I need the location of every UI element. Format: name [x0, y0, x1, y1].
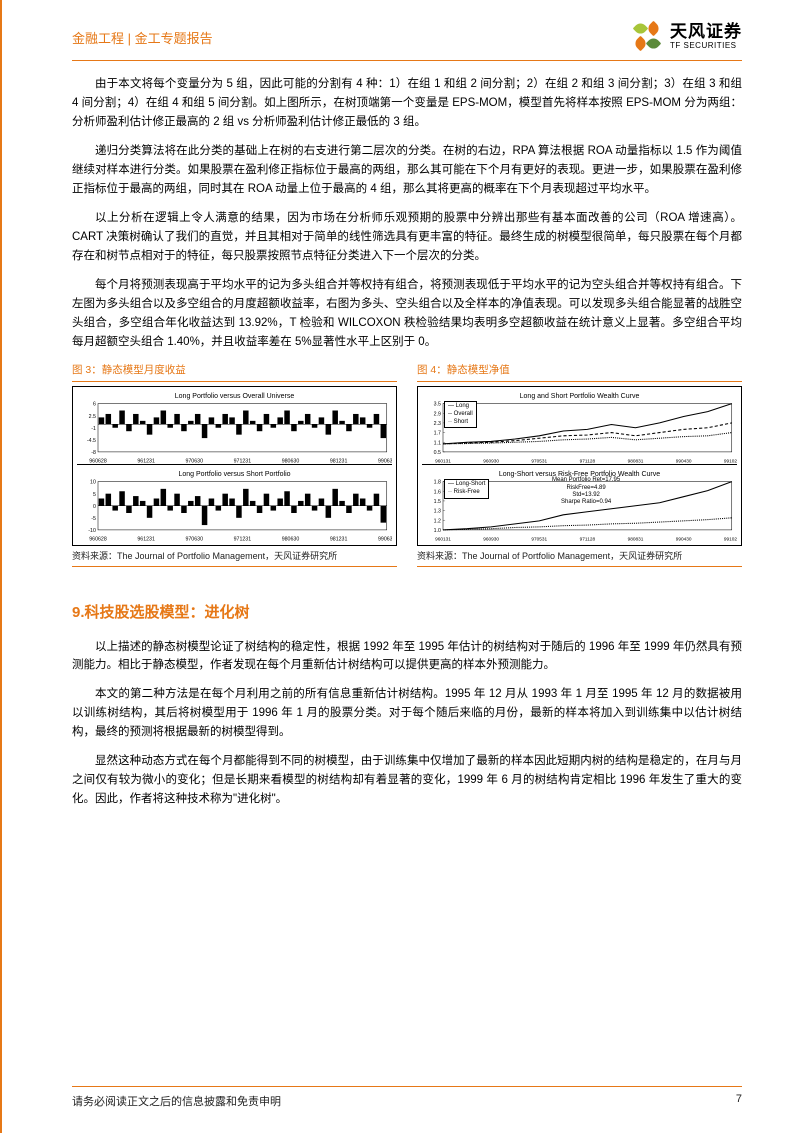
- svg-text:971128: 971128: [580, 458, 596, 464]
- page-header: 金融工程 | 金工专题报告 天风证券 TF SECURITIES: [2, 0, 802, 60]
- svg-text:960628: 960628: [89, 458, 107, 464]
- svg-text:971231: 971231: [234, 537, 252, 543]
- svg-text:960628: 960628: [89, 537, 107, 543]
- chart-stats: Mean Portfolio Ret=17.95 RiskFree=4.89 S…: [552, 477, 620, 506]
- svg-text:970630: 970630: [185, 537, 203, 543]
- svg-text:2.5: 2.5: [89, 414, 96, 420]
- line-chart-longshort-riskfree: Long-Short versus Risk-Free Portfolio We…: [422, 469, 737, 543]
- flower-logo-icon: [634, 22, 664, 52]
- company-name-cn: 天风证券: [670, 23, 742, 42]
- figure-source: 资料来源：The Journal of Portfolio Management…: [417, 549, 742, 567]
- svg-text:10: 10: [90, 480, 96, 486]
- svg-text:980630: 980630: [282, 458, 300, 464]
- paragraph: 以上分析在逻辑上令人满意的结果，因为市场在分析师乐观预期的股票中分辨出那些有基本…: [72, 209, 742, 266]
- paragraph: 显然这种动态方式在每个月都能得到不同的树模型，由于训练集中仅增加了最新的样本因此…: [72, 752, 742, 809]
- svg-text:-5: -5: [91, 516, 96, 522]
- svg-text:1.5: 1.5: [434, 499, 441, 505]
- disclaimer-text: 请务必阅读正文之后的信息披露和免责申明: [72, 1093, 281, 1109]
- svg-text:1.6: 1.6: [434, 490, 441, 496]
- svg-text:971231: 971231: [234, 458, 252, 464]
- breadcrumb: 金融工程 | 金工专题报告: [72, 28, 213, 47]
- svg-text:1.0: 1.0: [434, 528, 441, 534]
- svg-text:961231: 961231: [137, 458, 155, 464]
- paragraph: 以上描述的静态树模型论证了树结构的稳定性，根据 1992 年至 1995 年估计…: [72, 638, 742, 676]
- svg-text:960131: 960131: [435, 537, 451, 543]
- paragraph: 递归分类算法将在此分类的基础上在树的右支进行第二层次的分类。在树的右边，RPA …: [72, 142, 742, 199]
- svg-text:1.3: 1.3: [434, 509, 441, 515]
- page-number: 7: [736, 1093, 742, 1109]
- page-footer: 请务必阅读正文之后的信息披露和免责申明 7: [72, 1086, 742, 1109]
- bar-chart-long-vs-universe: Long Portfolio versus Overall Universe -…: [77, 391, 392, 466]
- svg-text:991029: 991029: [724, 537, 737, 543]
- svg-text:-8: -8: [91, 450, 96, 456]
- svg-text:0.5: 0.5: [434, 450, 441, 456]
- svg-text:981231: 981231: [330, 537, 348, 543]
- svg-text:5: 5: [93, 492, 96, 498]
- chart-title: Long Portfolio versus Overall Universe: [77, 391, 392, 403]
- paragraph: 每个月将预测表现高于平均水平的记为多头组合并等权持有组合，将预测表现低于平均水平…: [72, 276, 742, 352]
- svg-text:980630: 980630: [282, 537, 300, 543]
- chart-legend: — Long-Short ·· Risk-Free: [444, 479, 489, 499]
- figure-4: 图 4：静态模型净值 Long and Short Portfolio Weal…: [417, 362, 742, 567]
- svg-text:-4.5: -4.5: [87, 438, 96, 444]
- svg-text:-1: -1: [91, 426, 96, 432]
- svg-text:990430: 990430: [676, 458, 692, 464]
- svg-text:0: 0: [93, 504, 96, 510]
- svg-text:970531: 970531: [531, 537, 547, 543]
- section-title: 9.科技股选股模型：进化树: [72, 601, 742, 626]
- figure-title: 图 4：静态模型净值: [417, 362, 742, 382]
- figure-title: 图 3：静态模型月度收益: [72, 362, 397, 382]
- svg-text:6: 6: [93, 402, 96, 408]
- svg-text:1.7: 1.7: [434, 431, 441, 437]
- chart-legend: — Long -- Overall ·· Short: [444, 401, 477, 428]
- bar-chart-long-vs-short: Long Portfolio versus Short Portfolio -1…: [77, 469, 392, 543]
- svg-text:-10: -10: [88, 528, 96, 534]
- figures-row: 图 3：静态模型月度收益 Long Portfolio versus Overa…: [72, 362, 742, 567]
- svg-text:981231: 981231: [330, 458, 348, 464]
- svg-text:2.9: 2.9: [434, 411, 441, 417]
- svg-text:961231: 961231: [137, 537, 155, 543]
- svg-text:960930: 960930: [483, 537, 499, 543]
- svg-text:2.3: 2.3: [434, 421, 441, 427]
- svg-text:980831: 980831: [628, 537, 644, 543]
- svg-text:991029: 991029: [724, 458, 737, 464]
- svg-text:960930: 960930: [483, 458, 499, 464]
- svg-text:1.1: 1.1: [434, 440, 441, 446]
- svg-text:960131: 960131: [435, 458, 451, 464]
- figure-body: Long and Short Portfolio Wealth Curve — …: [417, 386, 742, 546]
- svg-text:990630: 990630: [378, 458, 392, 464]
- svg-text:971128: 971128: [580, 537, 596, 543]
- svg-text:990630: 990630: [378, 537, 392, 543]
- figure-source: 资料来源：The Journal of Portfolio Management…: [72, 549, 397, 567]
- svg-text:970531: 970531: [531, 458, 547, 464]
- svg-text:3.5: 3.5: [434, 402, 441, 408]
- chart-title: Long Portfolio versus Short Portfolio: [77, 469, 392, 481]
- company-logo-block: 天风证券 TF SECURITIES: [634, 22, 742, 52]
- paragraph: 由于本文将每个变量分为 5 组，因此可能的分割有 4 种：1）在组 1 和组 2…: [72, 75, 742, 132]
- company-name-en: TF SECURITIES: [670, 42, 742, 51]
- svg-text:990430: 990430: [676, 537, 692, 543]
- main-content: 由于本文将每个变量分为 5 组，因此可能的分割有 4 种：1）在组 1 和组 2…: [2, 61, 802, 809]
- figure-3: 图 3：静态模型月度收益 Long Portfolio versus Overa…: [72, 362, 397, 567]
- figure-body: Long Portfolio versus Overall Universe -…: [72, 386, 397, 546]
- svg-text:1.2: 1.2: [434, 519, 441, 525]
- paragraph: 本文的第二种方法是在每个月利用之前的所有信息重新估计树结构。1995 年 12 …: [72, 685, 742, 742]
- svg-text:1.8: 1.8: [434, 480, 441, 486]
- svg-text:970630: 970630: [185, 458, 203, 464]
- line-chart-wealth-curve: Long and Short Portfolio Wealth Curve — …: [422, 391, 737, 466]
- svg-text:980831: 980831: [628, 458, 644, 464]
